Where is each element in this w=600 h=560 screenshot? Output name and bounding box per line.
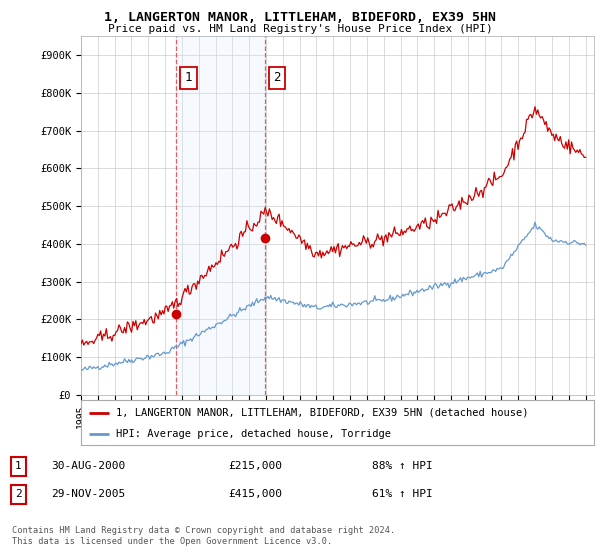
Text: 61% ↑ HPI: 61% ↑ HPI <box>372 489 433 500</box>
Text: £215,000: £215,000 <box>228 461 282 472</box>
Text: 2: 2 <box>15 489 22 500</box>
Text: 1, LANGERTON MANOR, LITTLEHAM, BIDEFORD, EX39 5HN (detached house): 1, LANGERTON MANOR, LITTLEHAM, BIDEFORD,… <box>116 408 529 418</box>
Text: 1: 1 <box>15 461 22 472</box>
Text: Contains HM Land Registry data © Crown copyright and database right 2024.
This d: Contains HM Land Registry data © Crown c… <box>12 526 395 546</box>
Text: 30-AUG-2000: 30-AUG-2000 <box>51 461 125 472</box>
Text: 2: 2 <box>273 71 281 85</box>
Text: 88% ↑ HPI: 88% ↑ HPI <box>372 461 433 472</box>
Text: Price paid vs. HM Land Registry's House Price Index (HPI): Price paid vs. HM Land Registry's House … <box>107 24 493 34</box>
Text: 1, LANGERTON MANOR, LITTLEHAM, BIDEFORD, EX39 5HN: 1, LANGERTON MANOR, LITTLEHAM, BIDEFORD,… <box>104 11 496 24</box>
Text: £415,000: £415,000 <box>228 489 282 500</box>
Text: 1: 1 <box>185 71 192 85</box>
Text: HPI: Average price, detached house, Torridge: HPI: Average price, detached house, Torr… <box>116 429 391 439</box>
Bar <box>176 36 265 395</box>
Text: 29-NOV-2005: 29-NOV-2005 <box>51 489 125 500</box>
